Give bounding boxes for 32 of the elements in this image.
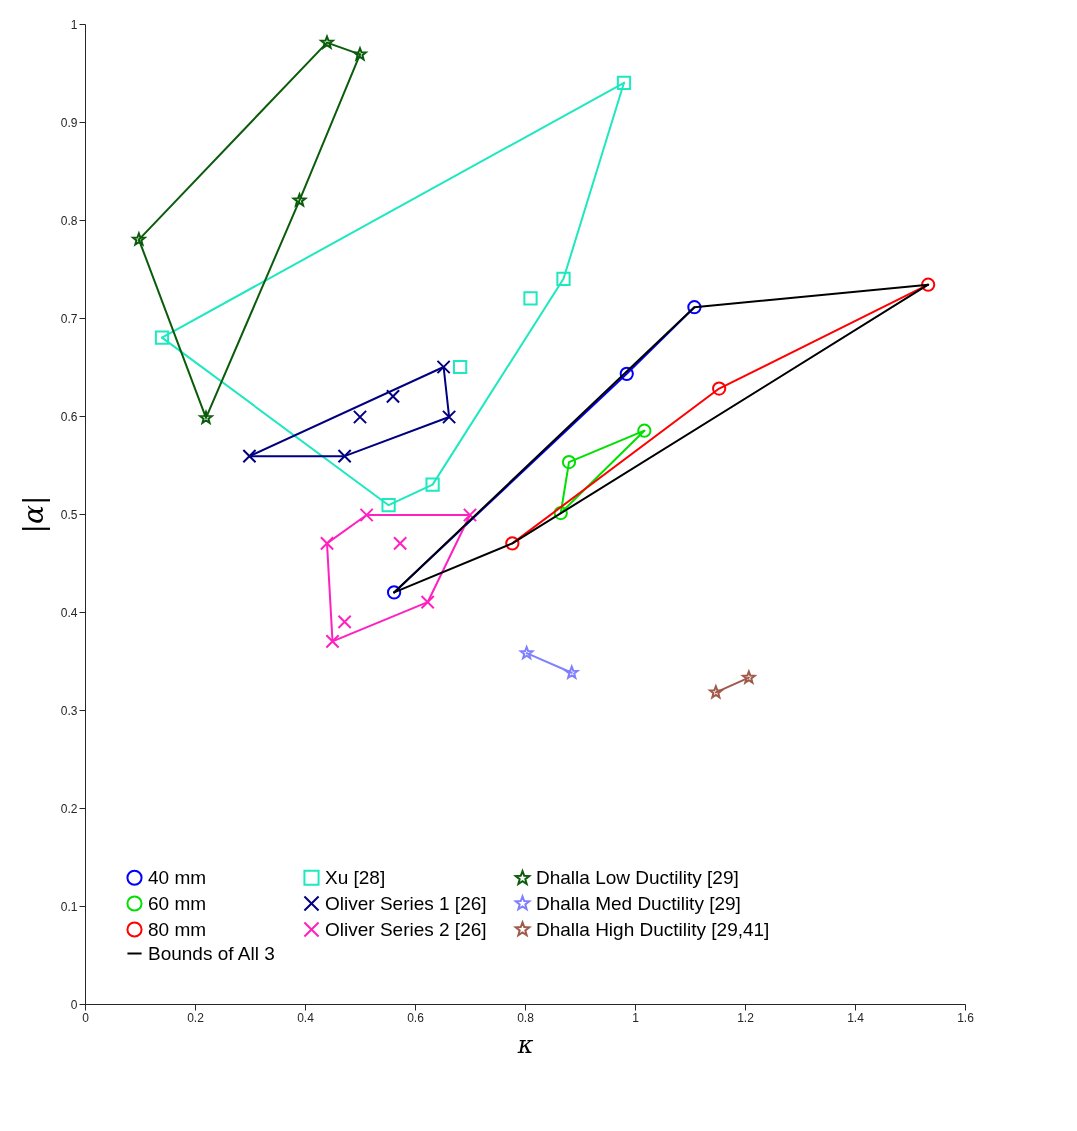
x-tick-label: 0.2 (187, 1010, 205, 1025)
y-tick-label: 0.4 (60, 605, 78, 620)
y-tick-label: 0.7 (60, 311, 78, 326)
legend-label: Oliver Series 2 [26] (325, 918, 487, 940)
y-tick-label: 0.1 (60, 899, 78, 914)
x-tick-label: 0.4 (297, 1010, 315, 1025)
y-tick-label: 0.6 (60, 409, 78, 424)
legend-label: 60 mm (148, 892, 207, 914)
x-tick-label: 0.8 (517, 1010, 535, 1025)
x-tick-label: 1 (632, 1010, 640, 1025)
y-tick-label: 0.3 (60, 703, 78, 718)
legend-label: Dhalla Low Ductility [29] (536, 867, 739, 889)
x-axis-title: κ (516, 1030, 534, 1059)
y-tick-label: 0.5 (60, 507, 78, 522)
x-tick-label: 1.6 (957, 1010, 975, 1025)
legend-label: Dhalla Med Ductility [29] (536, 892, 741, 914)
y-tick-label: 0.8 (60, 213, 78, 228)
y-tick-label: 1 (70, 17, 78, 32)
legend-label: Oliver Series 1 [26] (325, 892, 487, 914)
y-tick-label: 0.9 (60, 115, 78, 130)
legend-label: Xu [28] (325, 866, 386, 888)
x-tick-label: 1.4 (847, 1010, 865, 1025)
x-tick-label: 0 (82, 1010, 90, 1025)
legend-label: Dhalla High Ductility [29,41] (536, 918, 770, 940)
y-tick-label: 0 (70, 997, 78, 1012)
y-tick-label: 0.2 (60, 801, 78, 816)
legend-label: 40 mm (148, 866, 207, 888)
x-tick-label: 0.6 (407, 1010, 425, 1025)
legend-label: 80 mm (148, 918, 207, 940)
legend-label: Bounds of All 3 (148, 942, 275, 964)
y-axis-title: |α| (16, 495, 50, 534)
x-tick-label: 1.2 (737, 1010, 755, 1025)
